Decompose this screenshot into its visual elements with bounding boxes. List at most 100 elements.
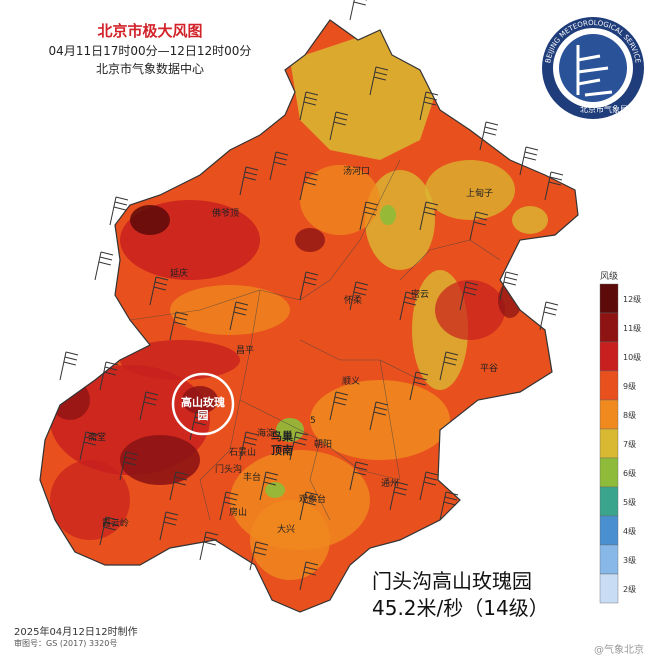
wind-barb-feather <box>303 101 316 106</box>
wind-barb-feather <box>64 356 78 361</box>
wind-barb-feather <box>375 66 389 71</box>
wind-barb-feather <box>413 381 426 386</box>
wind-barb-feather <box>273 161 286 166</box>
wind-barb-feather <box>523 156 536 161</box>
wind-barb-feather <box>424 96 438 101</box>
wind-barbs <box>59 0 564 591</box>
wind-barb-feather <box>425 91 439 96</box>
legend-title: 风级 <box>600 272 619 282</box>
place-label: 佛爷顶 <box>212 209 240 219</box>
legend-level-label: 4级 <box>623 527 637 536</box>
wind-barb-feather <box>115 196 129 201</box>
wind-barb-feather <box>443 361 456 366</box>
legend-level-label: 3级 <box>623 556 637 565</box>
wind-barb-feather <box>524 151 538 156</box>
wind-barb-feather <box>244 436 258 441</box>
highlight-circle <box>171 372 235 436</box>
legend-swatch <box>599 486 619 517</box>
wind-barb-feather <box>483 131 496 136</box>
place-label: 房山 <box>229 508 248 518</box>
wind-barb-feather <box>165 511 179 516</box>
wind-barb-feather <box>173 321 186 326</box>
wind-barb-feather <box>443 501 456 506</box>
watermark: @气象北京 <box>594 645 644 656</box>
legend-swatch <box>599 341 619 372</box>
wind-barb-feather <box>473 221 486 226</box>
wind-barb-feather <box>98 261 111 266</box>
legend-level-label: 2级 <box>623 585 637 594</box>
wind-barb-feather <box>375 401 389 406</box>
legend-swatch <box>599 544 619 575</box>
wind-barb-feather <box>84 436 98 441</box>
issuer: 北京市气象数据中心 <box>95 62 204 76</box>
wind-barb-feather <box>225 491 239 496</box>
highlight-circle-label: 高山玫瑰园 <box>181 396 225 422</box>
wind-barb-feather <box>144 396 158 401</box>
wind-barb-feather <box>255 541 269 546</box>
wind-barb-feather <box>403 301 416 306</box>
wind-barb-feather <box>545 301 559 306</box>
wind-barb-feather <box>304 176 318 181</box>
wind-barb-feather <box>395 481 409 486</box>
place-label: 石景山 <box>229 448 257 458</box>
wind-barb-feather <box>104 521 118 526</box>
wind-barb-feather <box>164 516 178 521</box>
wind-barb-feather <box>305 561 319 566</box>
station-label: 鸟巢顶南 <box>271 430 293 457</box>
place-label: 斋堂 <box>88 433 107 443</box>
wind-barb-feather <box>264 476 278 481</box>
wind-barb-feather <box>123 461 136 466</box>
wind-barb-feather <box>195 411 209 416</box>
wind-barb-feather <box>204 536 218 541</box>
wind-barb-feather <box>103 526 116 531</box>
legend-level-label: 9级 <box>623 382 637 391</box>
wind-barb-feather <box>423 481 436 486</box>
wind-barb-feather <box>245 431 259 436</box>
wind-barb-feather <box>304 566 318 571</box>
callout-station: 门头沟高山玫瑰园 <box>372 569 532 593</box>
wind-barb-feather <box>243 441 256 446</box>
place-label: 门头沟 <box>215 465 243 475</box>
wind-barb-feather <box>445 351 459 356</box>
legend-level-label: 10级 <box>623 353 642 362</box>
wind-barb-feather <box>174 476 188 481</box>
wind-barb-feather <box>83 441 96 446</box>
wind-barb-feather <box>194 416 208 421</box>
wind-barb-feather <box>464 286 478 291</box>
wind-barb-feather <box>549 176 563 181</box>
legend-swatch <box>599 370 619 401</box>
wind-barb-feather <box>475 211 489 216</box>
wind-barb-feather <box>113 206 126 211</box>
wind-barb <box>94 251 102 281</box>
place-label: 朝阳 <box>314 440 333 450</box>
wind-barb-feather <box>363 211 376 216</box>
wind-barb-feather <box>465 281 479 286</box>
legend-swatch <box>599 428 619 459</box>
wind-barb-feather <box>124 456 138 461</box>
legend-level-label: 12级 <box>623 295 642 304</box>
legend-level-label: 5级 <box>623 498 637 507</box>
legend-level-label: 8级 <box>623 411 637 420</box>
wind-barb-feather <box>548 181 561 186</box>
legend-bar <box>599 283 619 604</box>
legend-level-label: 7级 <box>623 440 637 449</box>
wind-barb-feather <box>100 251 114 256</box>
wind-barb-feather <box>163 521 176 526</box>
wind-barb-feather <box>423 101 436 106</box>
wind-barb-feather <box>550 171 564 176</box>
wind-barb-feather <box>415 371 429 376</box>
wind-barb-feather <box>353 471 366 476</box>
wind-barb-feather <box>233 311 246 316</box>
production-time: 2025年04月12日12时制作 <box>14 627 138 638</box>
wind-barb-feather <box>333 401 346 406</box>
wind-barb-feather <box>175 471 189 476</box>
place-label: 丰台 <box>243 473 262 483</box>
wind-barb-feather <box>304 496 318 501</box>
legend-swatch <box>599 399 619 430</box>
wind-zones <box>50 30 548 580</box>
wind-barb-feather <box>103 371 116 376</box>
map-approval-number: 审图号：GS (2017) 3320号 <box>14 639 118 648</box>
legend-level-label: 6级 <box>623 469 637 478</box>
wind-barb-feather <box>205 531 219 536</box>
